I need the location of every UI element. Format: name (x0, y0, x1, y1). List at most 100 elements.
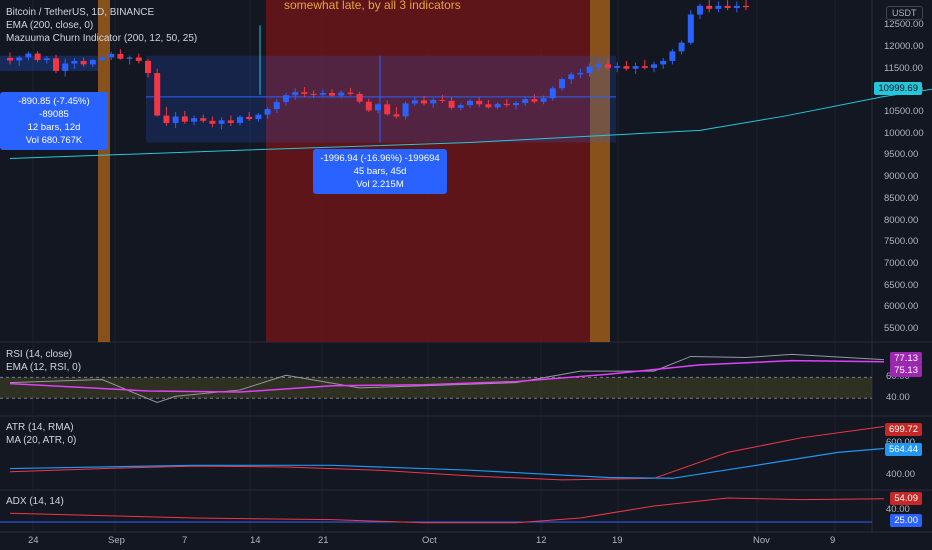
rsi-band (0, 377, 872, 399)
highlight-zones (0, 0, 616, 342)
adx-tick-label: 40.00 (886, 504, 910, 515)
price-tick-label: 7000.00 (884, 257, 919, 269)
candle (568, 74, 575, 80)
measure-right-line1: -1996.94 (-16.96%) -199694 (320, 153, 440, 164)
candle (145, 60, 151, 74)
candle (411, 100, 418, 104)
candle (375, 104, 381, 111)
candle (476, 100, 483, 105)
candle (310, 93, 317, 95)
price-tick-label: 6500.00 (884, 279, 919, 291)
adx-value-label: 54.09 (890, 492, 922, 505)
candle (356, 93, 363, 102)
candle (163, 115, 170, 123)
candle (393, 114, 400, 117)
candle (743, 5, 749, 8)
candle (99, 57, 105, 61)
candle (53, 58, 59, 71)
rsi-ema-line (9, 359, 885, 393)
annotation-text: somewhat late, by all 3 indicators (284, 0, 461, 12)
candle (246, 116, 253, 120)
price-tick-label: 5500.00 (884, 322, 919, 334)
candle (485, 104, 492, 108)
candle (135, 57, 142, 61)
candle (283, 95, 289, 103)
candle (559, 79, 565, 89)
price-tick-label: 6000.00 (884, 301, 919, 313)
candle (71, 60, 78, 64)
atr-ma-line (9, 447, 885, 479)
price-tick-label: 12000.00 (884, 41, 924, 53)
orange-band (98, 0, 110, 342)
candle (660, 60, 667, 65)
legend-mazuuma: Mazuuma Churn Indicator (200, 12, 50, 25… (6, 33, 198, 44)
time-tick-label: 7 (182, 535, 188, 546)
legend-rsi: RSI (14, close) EMA (12, RSI, 0) (6, 348, 81, 374)
legend-main: Bitcoin / TetherUS, 1D, BINANCE EMA (200… (6, 6, 197, 45)
candle (540, 98, 547, 102)
orange-band (590, 0, 610, 342)
candle (724, 5, 731, 8)
time-tick-label: 9 (830, 535, 836, 546)
legend-rsi-ema: EMA (12, RSI, 0) (6, 362, 82, 373)
legend-symbol: Bitcoin / TetherUS, 1D, BINANCE (6, 7, 155, 18)
price-tick-label: 8000.00 (884, 214, 919, 226)
rsi-line (9, 353, 885, 404)
candle (632, 66, 639, 69)
candle (439, 99, 446, 101)
atr-tick-label: 600.00 (886, 437, 915, 448)
candle (191, 118, 197, 122)
candle (200, 118, 207, 121)
candle (605, 64, 611, 68)
atr-ma-label: 564.44 (884, 443, 922, 456)
candle (421, 100, 427, 104)
measure-left-line3: Vol 680.767K (25, 135, 83, 146)
legend-adx-label: ADX (14, 14) (6, 496, 64, 507)
measure-badge-left: -890.85 (-7.45%) -89085 12 bars, 12d Vol… (0, 92, 108, 150)
candle (292, 92, 299, 96)
time-tick-label: 19 (612, 535, 623, 546)
rsi-ema-label: 75.13 (890, 364, 922, 377)
candle (264, 109, 271, 115)
candle (678, 42, 685, 52)
price-tick-label: 10500.00 (884, 106, 924, 118)
candle (595, 64, 602, 67)
candle (733, 5, 740, 8)
measure-right-line3: Vol 2.215M (356, 179, 404, 190)
measure-left-line2: 12 bars, 12d (27, 122, 81, 133)
candle (706, 5, 713, 9)
time-tick-label: 12 (536, 535, 547, 546)
legend-atr-ma: MA (20, ATR, 0) (6, 435, 77, 446)
time-tick-label: Sep (108, 535, 125, 546)
atr-pane (9, 425, 885, 481)
price-tick-label: 11500.00 (884, 62, 923, 74)
candle (319, 93, 326, 95)
candle (577, 73, 584, 75)
candle (25, 53, 32, 58)
measure-box-left (0, 55, 98, 71)
measure-left-line1: -890.85 (-7.45%) -89085 (18, 96, 90, 120)
time-tick-label: 24 (28, 535, 39, 546)
candle (172, 116, 179, 123)
time-tick-label: Oct (422, 535, 437, 546)
rsi-pane (0, 353, 885, 404)
legend-atr-label: ATR (14, RMA) (6, 422, 74, 433)
candle (697, 5, 703, 15)
legend-ema: EMA (200, close, 0) (6, 20, 94, 31)
candle (338, 92, 345, 96)
price-tick-label: 12500.00 (884, 19, 924, 31)
candle (549, 88, 556, 99)
candle (154, 73, 161, 116)
candle (329, 93, 335, 96)
candle (227, 120, 234, 123)
currency-button[interactable]: USDT (886, 6, 923, 20)
atr-tick-label: 400.00 (886, 469, 916, 481)
candle (531, 99, 538, 102)
price-tick-label: 8500.00 (884, 192, 919, 204)
candle (715, 5, 722, 9)
price-last-label: 10999.69 (874, 82, 922, 95)
candle (62, 63, 69, 71)
candle (494, 103, 501, 108)
candle (43, 58, 50, 61)
